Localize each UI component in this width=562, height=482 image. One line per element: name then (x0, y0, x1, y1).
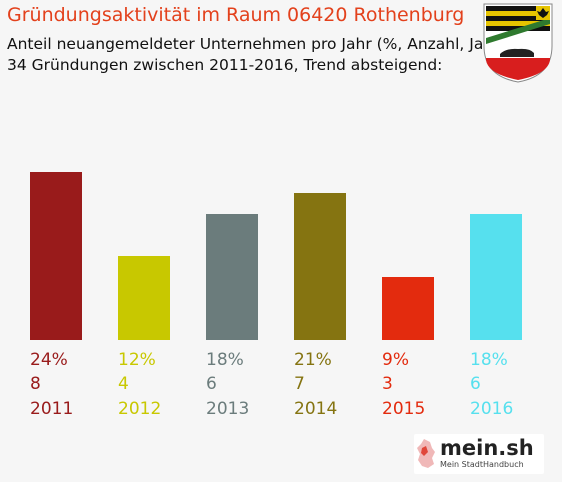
count-label-2013: 6 (206, 374, 217, 394)
chart-subtitle: Anteil neuangemeldeter Unternehmen pro J… (7, 34, 506, 76)
logo-subtitle: Mein StadtHandbuch (440, 460, 524, 469)
percent-label-2016: 18% (470, 350, 508, 370)
count-label-2016: 6 (470, 374, 481, 394)
logo: mein.sh Mein StadtHandbuch (414, 434, 544, 474)
map-icon (417, 439, 435, 468)
bar-2013 (206, 214, 258, 340)
subtitle-line-2: 34 Gründungen zwischen 2011-2016, Trend … (7, 56, 443, 74)
percent-label-2015: 9% (382, 350, 409, 370)
year-label-2011: 2011 (30, 399, 73, 419)
year-label-2016: 2016 (470, 399, 513, 419)
percent-label-2011: 24% (30, 350, 68, 370)
year-label-2015: 2015 (382, 399, 425, 419)
bar-2014 (294, 193, 346, 340)
percent-label-2012: 12% (118, 350, 156, 370)
logo-text: mein.sh (440, 436, 534, 460)
bar-2011 (30, 172, 82, 340)
count-label-2015: 3 (382, 374, 393, 394)
coat-of-arms-icon (483, 3, 553, 83)
chart-title: Gründungsaktivität im Raum 06420 Rothenb… (7, 4, 465, 26)
year-label-2014: 2014 (294, 399, 337, 419)
bar-2016 (470, 214, 522, 340)
count-label-2014: 7 (294, 374, 305, 394)
subtitle-line-1: Anteil neuangemeldeter Unternehmen pro J… (7, 35, 506, 53)
percent-label-2013: 18% (206, 350, 244, 370)
bar-2012 (118, 256, 170, 340)
year-label-2012: 2012 (118, 399, 161, 419)
percent-label-2014: 21% (294, 350, 332, 370)
year-label-2013: 2013 (206, 399, 249, 419)
count-label-2011: 8 (30, 374, 41, 394)
count-label-2012: 4 (118, 374, 129, 394)
bar-2015 (382, 277, 434, 340)
